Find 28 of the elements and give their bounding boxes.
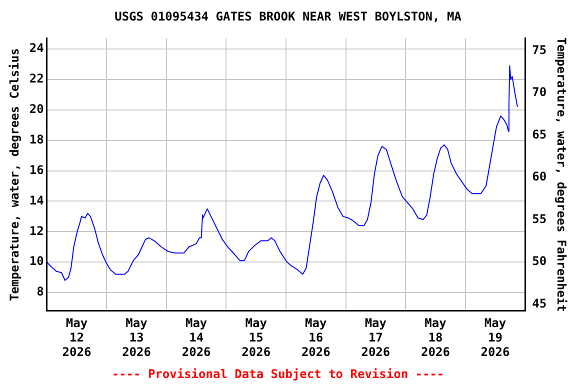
y-tick-label: 20 [29,102,44,116]
x-tick-label: May 18 2026 [421,316,450,359]
y2-tick-label: 55 [532,212,547,226]
y-tick-label: 8 [36,284,44,299]
x-tick-label: May 12 2026 [62,316,92,359]
x-tick-label: May 19 2026 [480,316,510,359]
x-tick-label: May 13 2026 [122,316,151,359]
y2-tick-label: 50 [532,254,547,268]
y-tick-label: 22 [29,72,44,86]
chart-title: USGS 01095434 GATES BROOK NEAR WEST BOYLSTON, MA [114,9,462,24]
y-tick-label: 24 [29,41,44,56]
y2-tick-label: 65 [532,127,547,142]
y-tick-label: 14 [29,193,44,208]
y-tick-label: 16 [29,162,44,177]
y2-tick-label: 70 [532,85,547,100]
x-tick-label: May 15 2026 [242,316,271,359]
x-tick-label: May 14 2026 [182,316,211,359]
x-tick-label: May 17 2026 [361,316,390,359]
y-tick-label: 10 [29,254,44,268]
y-tick-label: 18 [29,132,44,146]
y-tick-label: 12 [29,224,44,238]
text: ---- Provisional Data Subject to Revision ---- [112,367,444,382]
x-tick-label: May 16 2026 [301,316,330,359]
y2-tick-label: 45 [532,296,547,310]
y2-tick-label: 75 [532,42,547,57]
y2-axis-title: Temperature, water, degrees Fahrenheit [554,37,569,312]
y-axis-title: Temperature, water, degrees Celsius [7,48,22,302]
y2-tick-label: 60 [532,170,547,184]
